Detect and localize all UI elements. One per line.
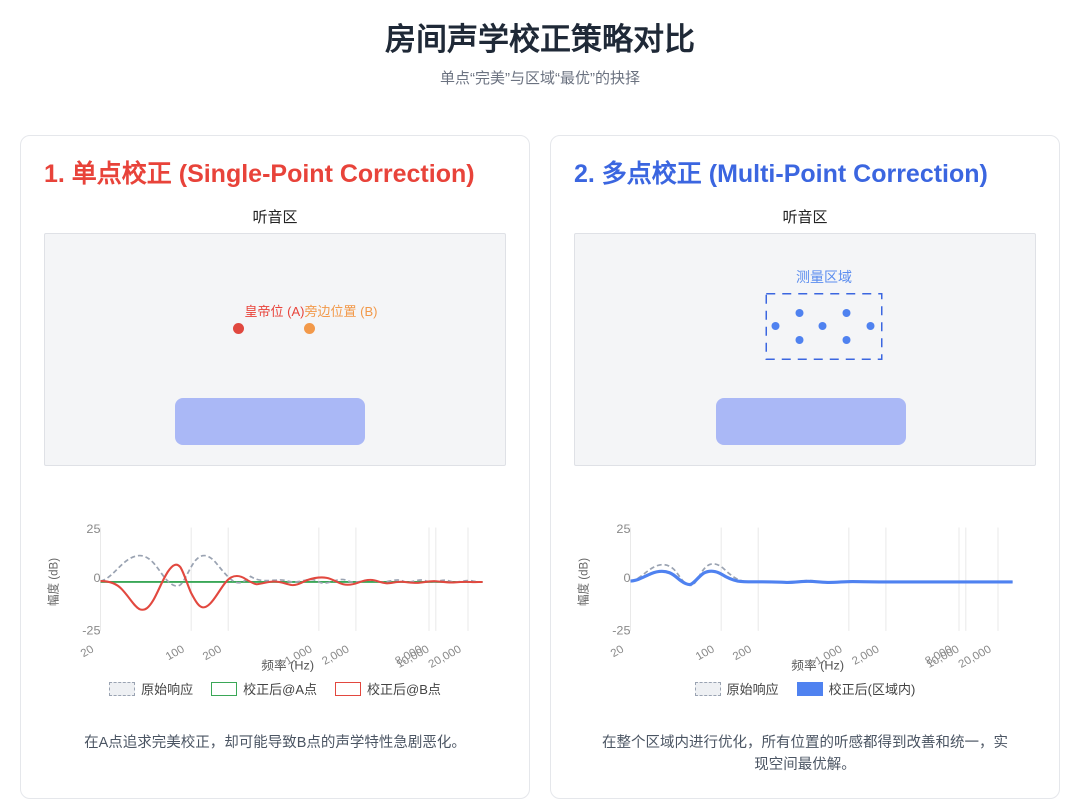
svg-text:25: 25 bbox=[616, 522, 630, 536]
svg-text:20: 20 bbox=[79, 644, 96, 660]
svg-text:200: 200 bbox=[201, 644, 224, 663]
svg-text:100: 100 bbox=[164, 644, 187, 663]
svg-text:-25: -25 bbox=[612, 624, 630, 638]
svg-text:20,000: 20,000 bbox=[957, 644, 994, 671]
svg-text:频率 (Hz): 频率 (Hz) bbox=[261, 658, 314, 673]
svg-text:200: 200 bbox=[731, 644, 754, 663]
svg-text:2,000: 2,000 bbox=[320, 644, 351, 668]
svg-text:幅度 (dB): 幅度 (dB) bbox=[576, 558, 590, 606]
svg-text:100: 100 bbox=[694, 644, 717, 663]
svg-text:-25: -25 bbox=[82, 624, 100, 638]
svg-text:20: 20 bbox=[609, 644, 626, 660]
svg-text:0: 0 bbox=[623, 571, 630, 585]
svg-text:20,000: 20,000 bbox=[427, 644, 464, 671]
svg-text:频率 (Hz): 频率 (Hz) bbox=[791, 658, 844, 673]
svg-text:0: 0 bbox=[93, 571, 100, 585]
svg-text:2,000: 2,000 bbox=[850, 644, 881, 668]
svg-text:25: 25 bbox=[86, 522, 100, 536]
svg-text:幅度 (dB): 幅度 (dB) bbox=[46, 558, 60, 606]
